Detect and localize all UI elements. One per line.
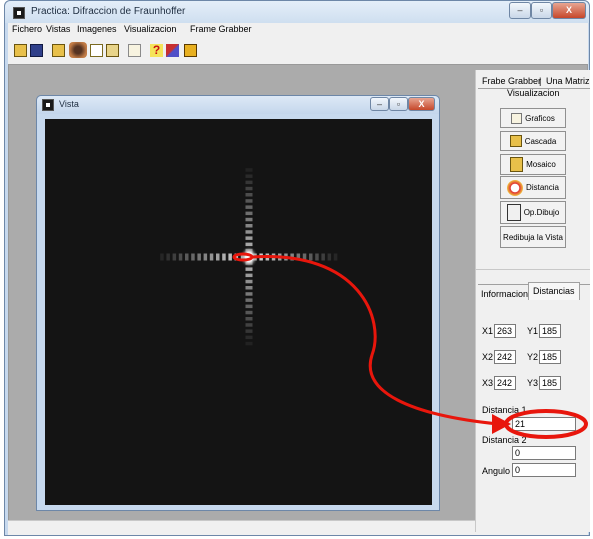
cascade-icon	[509, 135, 522, 147]
x2-label: X2	[482, 352, 494, 362]
distancia1-field[interactable]: 21	[512, 417, 576, 431]
graficos-button[interactable]: Graficos	[500, 108, 566, 128]
tab-distancias-active[interactable]	[528, 282, 580, 300]
edit-icon[interactable]	[166, 44, 179, 57]
distancia2-field[interactable]: 0	[512, 446, 576, 460]
distancia-button[interactable]: Distancia	[500, 176, 566, 199]
menu-vistas[interactable]: Vistas	[46, 24, 71, 34]
y3-label: Y3	[527, 378, 539, 388]
title-bar[interactable]: Practica: Difraccion de Fraunhoffer – ▫ …	[5, 1, 589, 23]
eye-icon[interactable]	[69, 42, 87, 58]
diffraction-image[interactable]	[45, 119, 432, 505]
minimize-icon[interactable]: –	[509, 2, 531, 19]
mosaico-button[interactable]: Mosaico	[500, 154, 566, 175]
menu-visualizacion[interactable]: Visualizacion	[124, 24, 177, 34]
gauge-icon	[507, 179, 524, 196]
x3-field[interactable]: 242	[494, 376, 516, 390]
y2-field[interactable]: 185	[539, 350, 561, 364]
vista-title: Vista	[59, 99, 79, 109]
drawing-icon	[506, 204, 521, 221]
vista-icon	[42, 99, 54, 111]
vista-window: Vista – ▫ X	[36, 95, 440, 511]
y1-field[interactable]: 185	[539, 324, 561, 338]
help-icon[interactable]: ?	[150, 44, 163, 57]
top-tab-strip	[478, 72, 590, 89]
redibuja-label: Redibuja la Vista	[503, 232, 563, 242]
close-icon[interactable]: X	[552, 2, 586, 19]
chart-icon[interactable]	[128, 44, 141, 57]
cascada-button[interactable]: Cascada	[500, 131, 566, 151]
open-folder-icon[interactable]	[14, 44, 27, 57]
y3-field[interactable]: 185	[539, 376, 561, 390]
distancia1-label: Distancia 1	[482, 405, 527, 415]
x1-field[interactable]: 263	[494, 324, 516, 338]
menu-frame-grabber[interactable]: Frame Grabber	[190, 24, 252, 34]
status-bar	[8, 520, 588, 535]
x1-label: X1	[482, 326, 494, 336]
x3-label: X3	[482, 378, 494, 388]
angulo-label: Angulo	[482, 466, 511, 476]
vista-close-icon[interactable]: X	[408, 97, 435, 111]
menu-bar: Fichero Vistas Imagenes Visualizacion Fr…	[8, 23, 588, 38]
x2-field[interactable]: 242	[494, 350, 516, 364]
tab-frabe-grabber[interactable]: Frabe Grabber	[482, 76, 542, 86]
tab-separator: |	[539, 76, 542, 86]
angulo-field[interactable]: 0	[512, 463, 576, 477]
paste-icon[interactable]	[106, 44, 119, 57]
vista-maximize-icon[interactable]: ▫	[389, 97, 408, 111]
app-icon	[13, 7, 25, 19]
vista-title-bar[interactable]: Vista – ▫ X	[37, 96, 439, 114]
y1-label: Y1	[527, 326, 539, 336]
diffraction-pattern	[45, 119, 432, 505]
distancia-label: Distancia	[526, 183, 559, 192]
tab-informacion[interactable]: Informacion	[481, 289, 529, 299]
tab-visualizacion[interactable]: Visualizacion	[507, 88, 560, 98]
redibuja-button[interactable]: Redibuja la Vista	[500, 226, 566, 248]
maximize-icon[interactable]: ▫	[531, 2, 552, 19]
tab-distancias[interactable]: Distancias	[533, 286, 575, 296]
tab-una-matriz[interactable]: Una Matriz	[546, 76, 590, 86]
vista-minimize-icon[interactable]: –	[370, 97, 389, 111]
panel-divider	[476, 269, 590, 270]
exit-icon[interactable]	[184, 44, 197, 57]
mosaico-label: Mosaico	[526, 160, 556, 169]
window-title: Practica: Difraccion de Fraunhoffer	[31, 6, 186, 17]
central-maximum	[240, 246, 258, 268]
y2-label: Y2	[527, 352, 539, 362]
cascada-label: Cascada	[524, 136, 557, 146]
print-icon[interactable]	[52, 44, 65, 57]
tile-icon	[510, 157, 524, 172]
control-panel: Frabe Grabber | Una Matriz Visualizacion…	[475, 70, 590, 532]
toolbar: ?	[8, 38, 588, 65]
menu-imagenes[interactable]: Imagenes	[77, 24, 117, 34]
op-dibujo-label: Op.Dibujo	[523, 208, 560, 217]
graficos-label: Graficos	[525, 113, 555, 123]
save-icon[interactable]	[30, 44, 43, 57]
distancia2-label: Distancia 2	[482, 435, 527, 445]
menu-fichero[interactable]: Fichero	[12, 24, 43, 34]
copy-icon[interactable]	[90, 44, 103, 57]
op-dibujo-button[interactable]: Op.Dibujo	[500, 201, 566, 224]
chart-icon	[511, 112, 523, 124]
